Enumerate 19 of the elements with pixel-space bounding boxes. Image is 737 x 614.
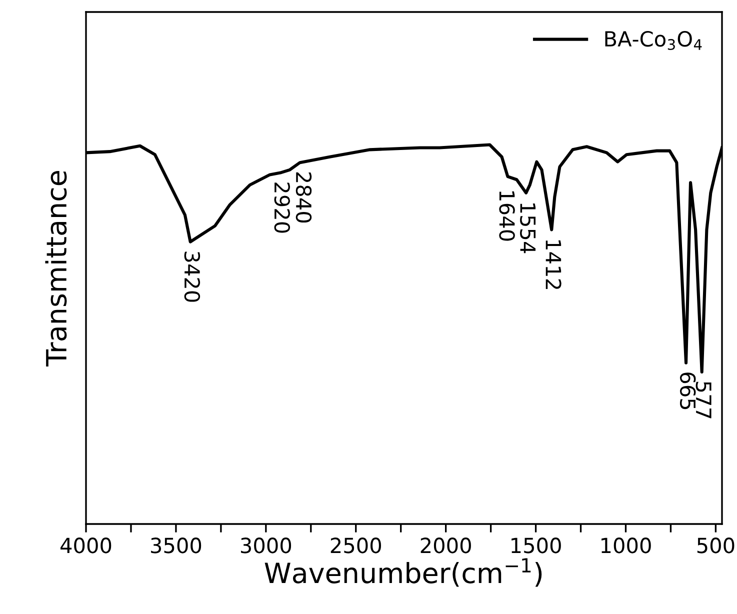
x-tick-label: 1500 <box>512 538 561 554</box>
x-tick-label: 2000 <box>420 538 471 554</box>
x-tick-label: 4000 <box>60 538 112 554</box>
annotation: 2840 <box>296 172 312 223</box>
annotation: 577 <box>696 382 712 418</box>
x-axis-title: Wavenumber(cm$^{−1}$) <box>264 558 542 587</box>
x-tick-label: 3500 <box>151 538 202 554</box>
annotation: 665 <box>680 372 696 410</box>
annotation: 2920 <box>274 182 290 233</box>
annotation: 3420 <box>184 252 200 302</box>
annotation: 1554 <box>520 204 536 254</box>
x-tick-label: 2500 <box>330 538 381 554</box>
x-tick-label: 500 <box>697 538 734 554</box>
annotation: 1412 <box>546 240 562 289</box>
x-tick-label: 1000 <box>602 538 651 554</box>
x-tick-label: 3000 <box>240 538 292 554</box>
y-axis-title: Transmittance <box>45 171 67 367</box>
annotation: 1640 <box>499 191 515 241</box>
legend-label: BA-Co$_{3}$O$_{4}$ <box>605 30 702 50</box>
